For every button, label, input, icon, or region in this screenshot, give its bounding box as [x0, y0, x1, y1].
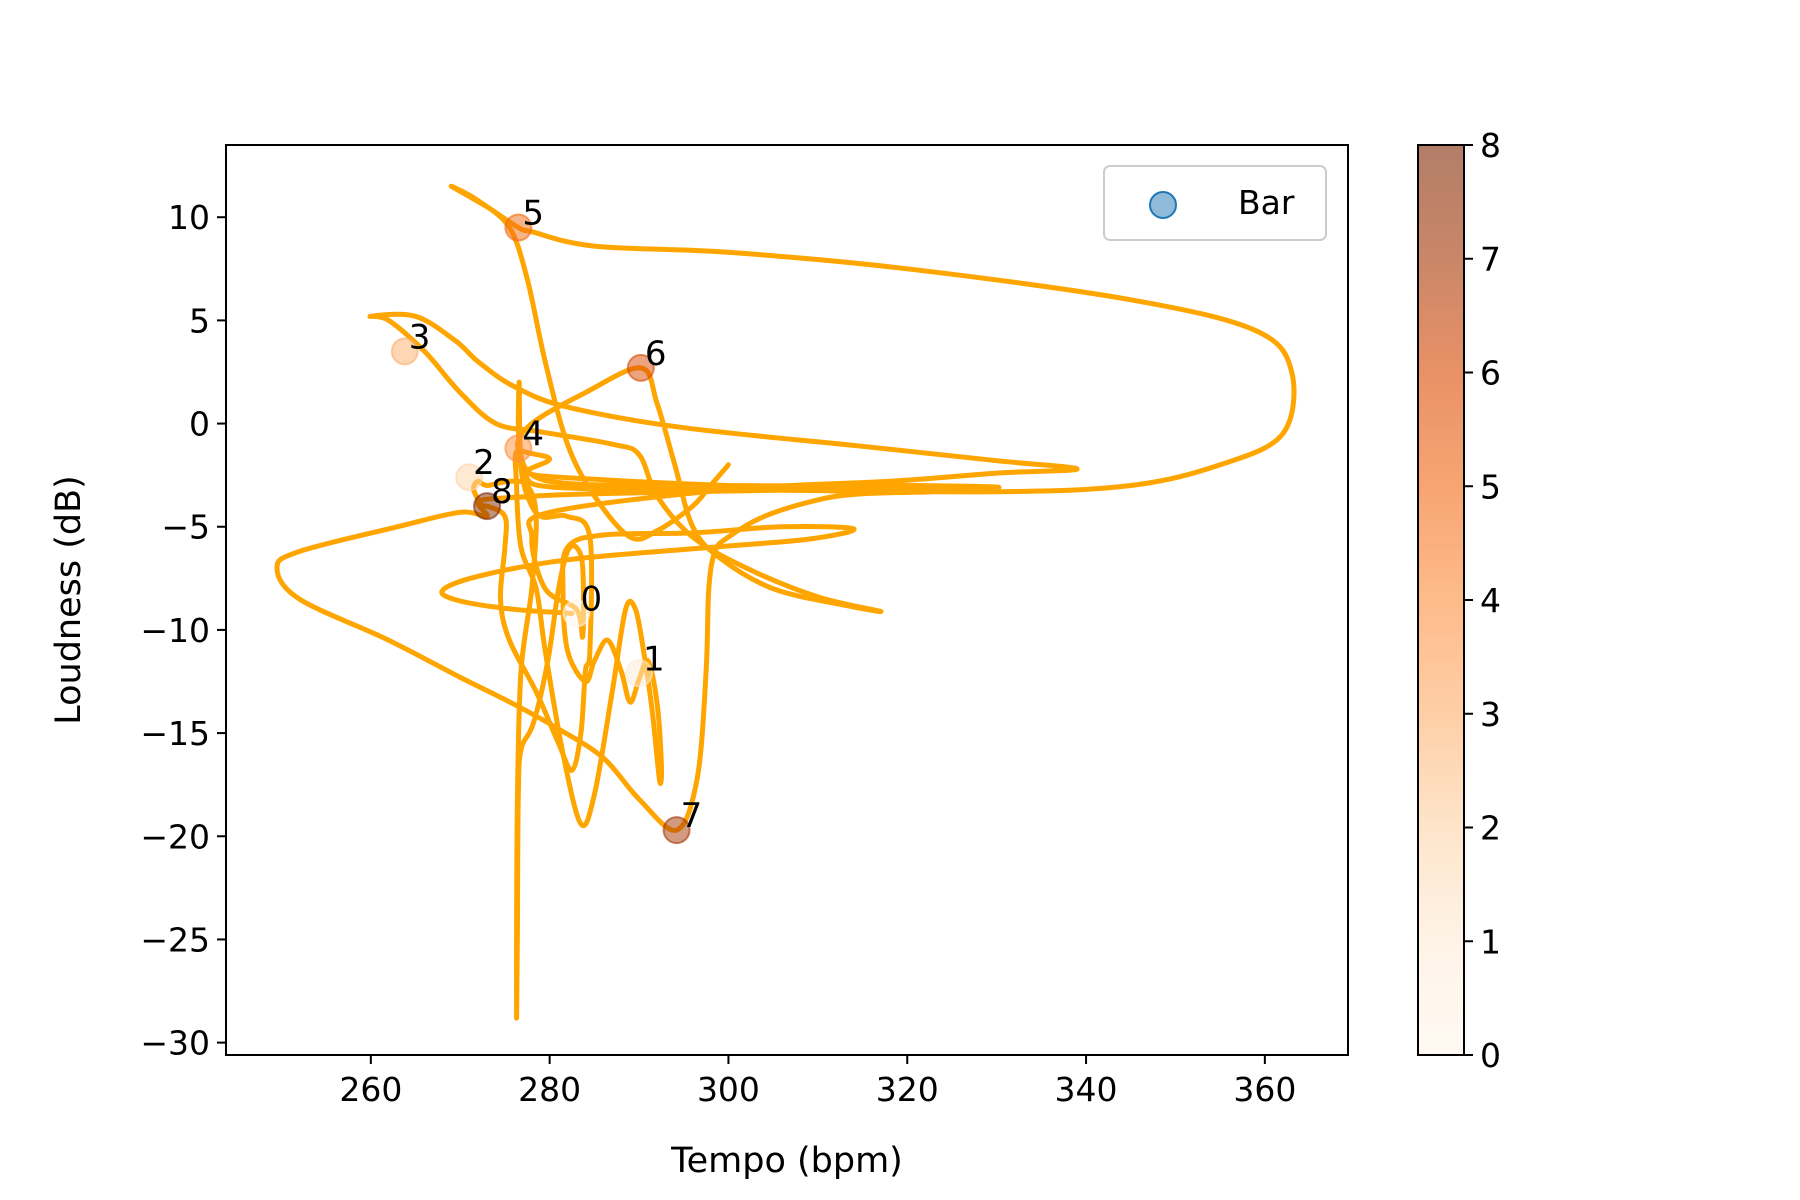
colorbar-tick-label: 2 — [1480, 809, 1501, 848]
point-label-1: 1 — [643, 639, 665, 679]
points-layer — [390, 213, 691, 845]
scatter-point-4 — [504, 434, 533, 463]
plot-frame — [225, 144, 1349, 1056]
x-tick-label: 360 — [1233, 1070, 1296, 1109]
scatter-point-8 — [473, 492, 502, 521]
x-tick-label: 300 — [697, 1070, 760, 1109]
y-tick-label: −5 — [161, 508, 210, 547]
point-labels-layer: 0 1 2 3 4 5 6 7 8 — [409, 194, 702, 837]
x-tick-label: 320 — [876, 1070, 939, 1109]
trajectory-line — [274, 183, 1297, 1021]
x-axis-ticks: 260 280 300 320 340 360 — [339, 1055, 1296, 1109]
colorbar-gradient — [1418, 145, 1464, 1055]
point-label-7: 7 — [681, 796, 703, 836]
y-tick-label: 10 — [168, 198, 210, 237]
scatter-point-3 — [390, 337, 419, 366]
y-tick-label: −20 — [140, 817, 210, 856]
scatter-point-2 — [455, 463, 484, 492]
trajectory-layer — [274, 183, 1297, 1021]
colorbar-tick-label: 0 — [1480, 1036, 1501, 1075]
scatter-point-5 — [504, 213, 533, 242]
point-label-0: 0 — [580, 579, 602, 619]
colorbar-tick-label: 4 — [1480, 581, 1501, 620]
scatter-point-6 — [626, 353, 655, 382]
plot-area — [226, 145, 1348, 1055]
y-axis-label: Loudness (dB) — [49, 475, 89, 725]
legend: Bar — [1103, 165, 1327, 241]
point-label-2: 2 — [473, 443, 495, 483]
point-label-4: 4 — [522, 414, 544, 454]
point-label-3: 3 — [409, 317, 431, 357]
point-label-5: 5 — [522, 194, 544, 234]
x-tick-label: 280 — [518, 1070, 581, 1109]
x-axis-label: Tempo (bpm) — [670, 1141, 903, 1181]
point-label-8: 8 — [491, 472, 513, 512]
scatter-point-1 — [625, 659, 654, 688]
colorbar-tick-label: 7 — [1480, 240, 1501, 279]
y-tick-label: 5 — [189, 301, 210, 340]
x-tick-label: 260 — [339, 1070, 402, 1109]
y-tick-label: 0 — [189, 405, 210, 444]
y-tick-label: −15 — [140, 714, 210, 753]
legend-marker — [1149, 191, 1177, 219]
point-label-6: 6 — [645, 334, 667, 374]
scatter-point-7 — [662, 816, 691, 845]
x-tick-label: 340 — [1055, 1070, 1118, 1109]
colorbar-tick-label: 3 — [1480, 695, 1501, 734]
colorbar-tick-label: 8 — [1480, 126, 1501, 165]
colorbar-tick-label: 5 — [1480, 467, 1501, 506]
legend-box — [1103, 165, 1327, 241]
colorbar-tick-label: 1 — [1480, 922, 1501, 961]
y-axis-ticks: 10 5 0 −5 −10 −15 −20 −25 −30 — [140, 198, 226, 1063]
y-tick-label: −10 — [140, 611, 210, 650]
y-tick-label: −25 — [140, 920, 210, 959]
colorbar-tick-label: 6 — [1480, 354, 1501, 393]
colorbar: 0 1 2 3 4 5 6 7 8 — [1417, 126, 1501, 1075]
scatter-point-0 — [562, 599, 591, 628]
y-tick-label: −30 — [140, 1024, 210, 1063]
legend-label: Bar — [1238, 183, 1295, 222]
colorbar-ticks: 0 1 2 3 4 5 6 7 8 — [1464, 126, 1501, 1075]
